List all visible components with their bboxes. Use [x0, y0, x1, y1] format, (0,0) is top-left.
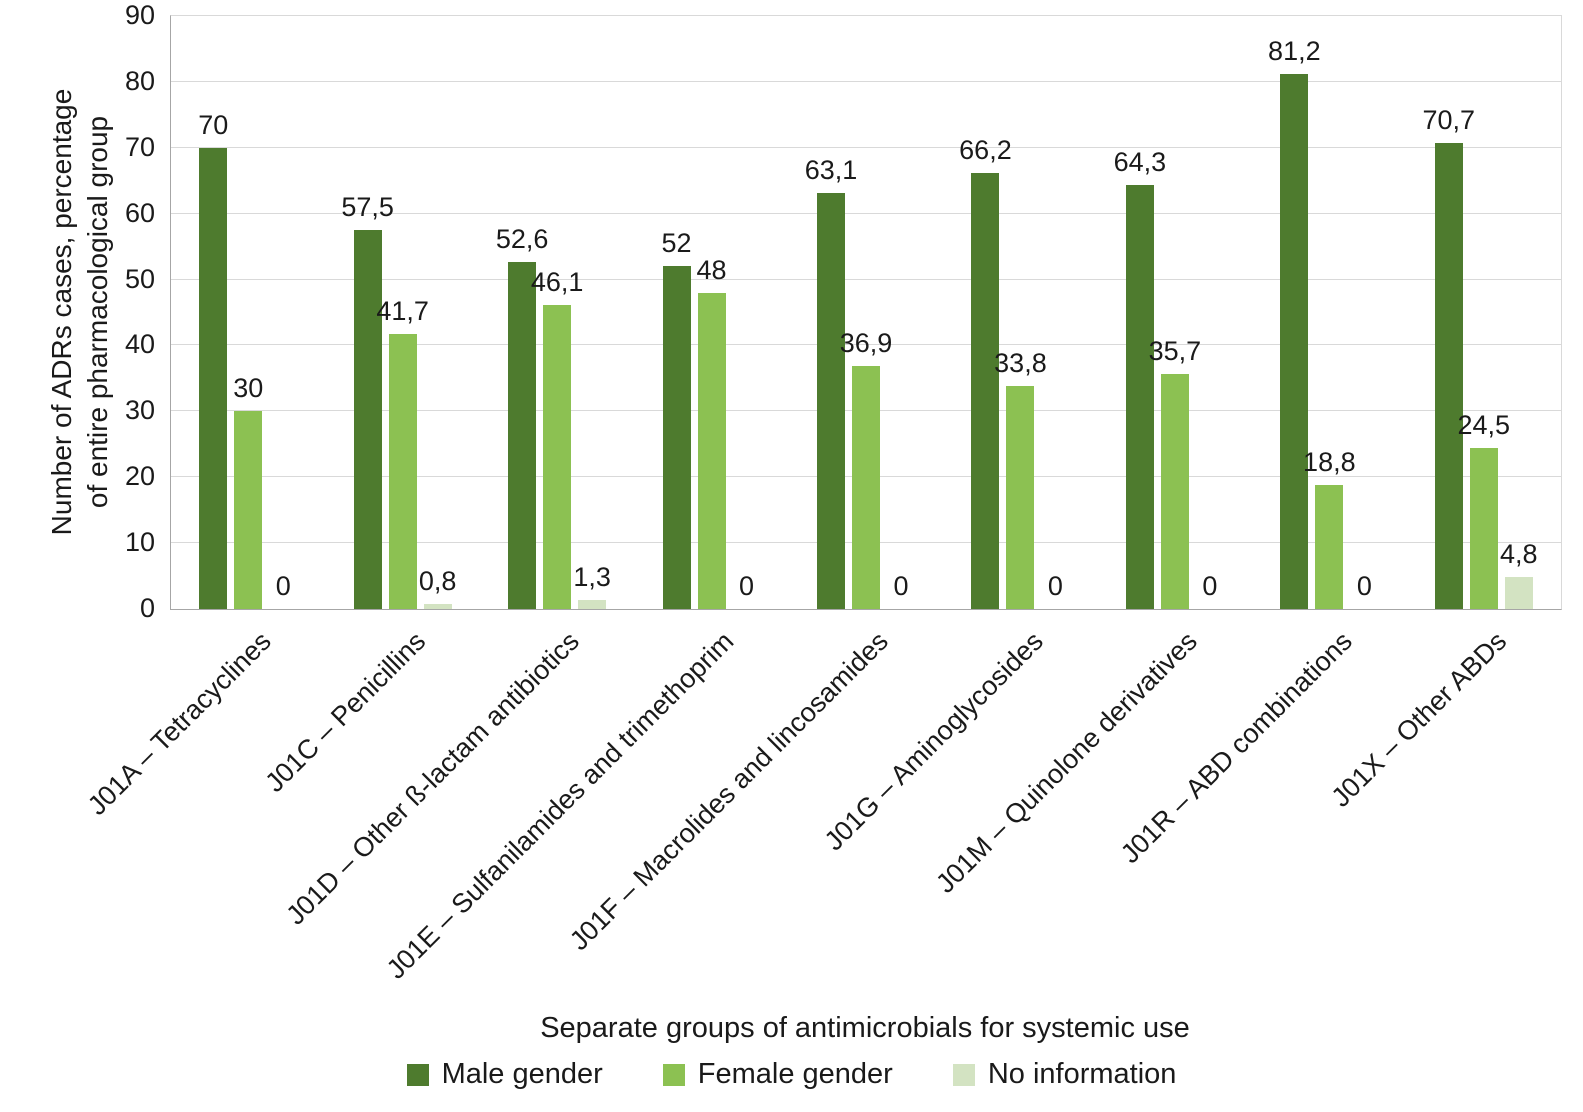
y-tick-label: 90: [124, 0, 155, 30]
value-label: 64,3: [1113, 147, 1167, 178]
plot-area: 70 30 0 57,5 41,7 0,8 52,6 46,1 1,3 52 48 0 63,1 36,9…: [170, 15, 1562, 610]
legend-item-female-gender: Female gender: [662, 1058, 893, 1091]
y-tick-label: 10: [124, 527, 155, 558]
bar-male-gender: [353, 230, 382, 609]
bar-female-gender: [388, 334, 417, 609]
value-label: 57,5: [341, 192, 394, 223]
value-label: 46,1: [530, 267, 584, 298]
bar-no-information: [423, 603, 452, 609]
bar-female-gender: [1006, 386, 1035, 609]
y-tick-label: 40: [124, 329, 155, 360]
value-label: 35,7: [1148, 335, 1202, 366]
value-label: 30: [233, 373, 264, 404]
legend-label: Female gender: [697, 1058, 893, 1090]
y-tick-label: 50: [124, 263, 155, 294]
y-tick-label: 70: [124, 131, 155, 162]
value-label: 0: [893, 571, 909, 601]
y-tick-label: 0: [139, 593, 155, 623]
gridline: [171, 80, 1561, 82]
x-category-label-text: J01D – Other ß-lactam antibiotics: [280, 626, 586, 931]
bar-male-gender: [817, 193, 845, 609]
x-category-label-text: J01C – Penicillins: [258, 626, 431, 798]
value-label: 36,9: [839, 327, 893, 358]
bar-female-gender: [1160, 373, 1189, 609]
legend-swatch: [952, 1063, 975, 1086]
legend-item-male-gender: Male gender: [406, 1058, 603, 1091]
value-label: 0: [275, 571, 291, 601]
gridline: [171, 278, 1561, 280]
legend-item-no-information: No information: [952, 1058, 1177, 1091]
gridline: [171, 146, 1561, 148]
legend-label: No information: [987, 1058, 1177, 1090]
bar-female-gender: [1315, 485, 1344, 609]
bar-male-gender: [1434, 143, 1463, 609]
y-tick-label: 30: [124, 395, 155, 426]
bar-male-gender: [971, 172, 1000, 609]
value-label: 70,7: [1422, 105, 1476, 136]
gridline: [171, 344, 1561, 346]
y-tick-label: 60: [124, 197, 155, 228]
value-label: 52,6: [495, 224, 549, 255]
bar-female-gender: [852, 365, 880, 609]
value-label: 0: [739, 571, 755, 601]
x-category-label-text: J01X – Other ABDs: [1325, 626, 1512, 813]
value-label: 33,8: [994, 348, 1047, 379]
y-tick-label: 20: [124, 461, 155, 492]
bar-female-gender: [234, 411, 263, 609]
value-label: 70: [198, 109, 229, 140]
bar-male-gender: [662, 266, 691, 609]
gridline: [171, 15, 1561, 16]
gridline: [171, 212, 1561, 214]
value-label: 48: [696, 254, 727, 285]
bar-no-information: [578, 600, 607, 609]
bar-male-gender: [1280, 73, 1309, 609]
legend-swatch: [406, 1063, 429, 1086]
legend-swatch: [662, 1063, 685, 1086]
bar-male-gender: [1125, 185, 1154, 609]
value-label: 66,2: [959, 134, 1012, 165]
value-label: 81,2: [1268, 35, 1321, 66]
bar-no-information: [1504, 577, 1533, 609]
x-category-label-text: J01F – Macrolides and lincosamides: [564, 626, 895, 957]
value-label: 24,5: [1457, 409, 1511, 440]
value-label: 52: [661, 228, 692, 259]
y-tick-label: 80: [124, 65, 155, 96]
bar-male-gender: [199, 147, 228, 609]
value-label: 63,1: [804, 155, 858, 186]
bar-female-gender: [697, 292, 726, 609]
value-label: 0: [1202, 571, 1218, 601]
x-axis-title: Separate groups of antimicrobials for sy…: [540, 1012, 1190, 1044]
value-label: 0: [1047, 571, 1063, 601]
legend: Male gender Female gender No information: [0, 1058, 1583, 1091]
value-label: 18,8: [1303, 447, 1356, 478]
bar-female-gender: [543, 305, 572, 609]
value-label: 41,7: [376, 296, 429, 327]
value-label: 1,3: [573, 562, 611, 593]
bar-male-gender: [508, 262, 537, 609]
legend-label: Male gender: [441, 1058, 603, 1090]
bar-female-gender: [1469, 447, 1498, 609]
x-category-label-text: J01M – Quinolone derivatives: [930, 626, 1204, 899]
x-category-label-text: J01E – Sulfanilamides and trimethoprim: [381, 626, 740, 985]
value-label: 4,8: [1499, 539, 1538, 570]
value-label: 0,8: [418, 565, 457, 596]
value-label: 0: [1356, 571, 1372, 601]
